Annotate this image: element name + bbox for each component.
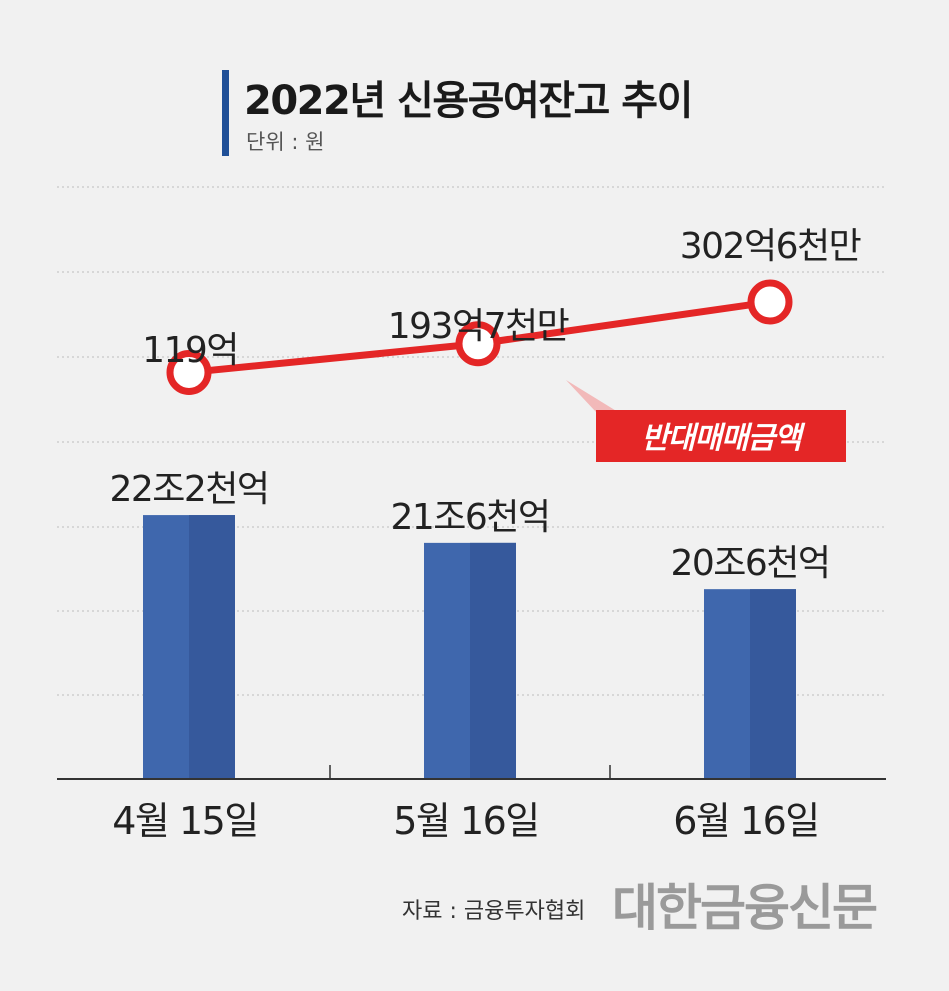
line-point — [455, 321, 501, 367]
bar-shade — [470, 542, 516, 779]
title-accent-bar — [222, 70, 229, 156]
x-axis-tick-label: 6월 16일 — [673, 799, 819, 843]
bar-value-label: 20조6천억 — [670, 543, 829, 584]
bar-shade — [189, 515, 235, 779]
line-value-label: 193억7천만 — [388, 306, 569, 347]
series-label-box — [596, 410, 846, 462]
line-value-label: 302억6천만 — [680, 226, 861, 267]
series-label: 반대매매금액 — [641, 421, 806, 456]
x-axis-tick-label: 5월 16일 — [393, 799, 539, 843]
line-point — [166, 349, 212, 395]
bar-value-label: 21조6천억 — [390, 497, 549, 538]
line-value-label: 119억 — [142, 330, 238, 371]
source-text: 자료 : 금융투자협회 — [402, 899, 586, 924]
unit-label: 단위 : 원 — [246, 130, 325, 154]
chart-title: 2022년 신용공여잔고 추이 — [244, 78, 693, 124]
x-axis-tick-label: 4월 15일 — [112, 799, 258, 843]
callout-pointer — [566, 380, 618, 412]
bar-value-label: 22조2천억 — [109, 469, 268, 510]
line-point — [747, 279, 793, 325]
publisher-logo: 대한금융신문 — [612, 879, 878, 937]
bar-shade — [750, 589, 796, 779]
